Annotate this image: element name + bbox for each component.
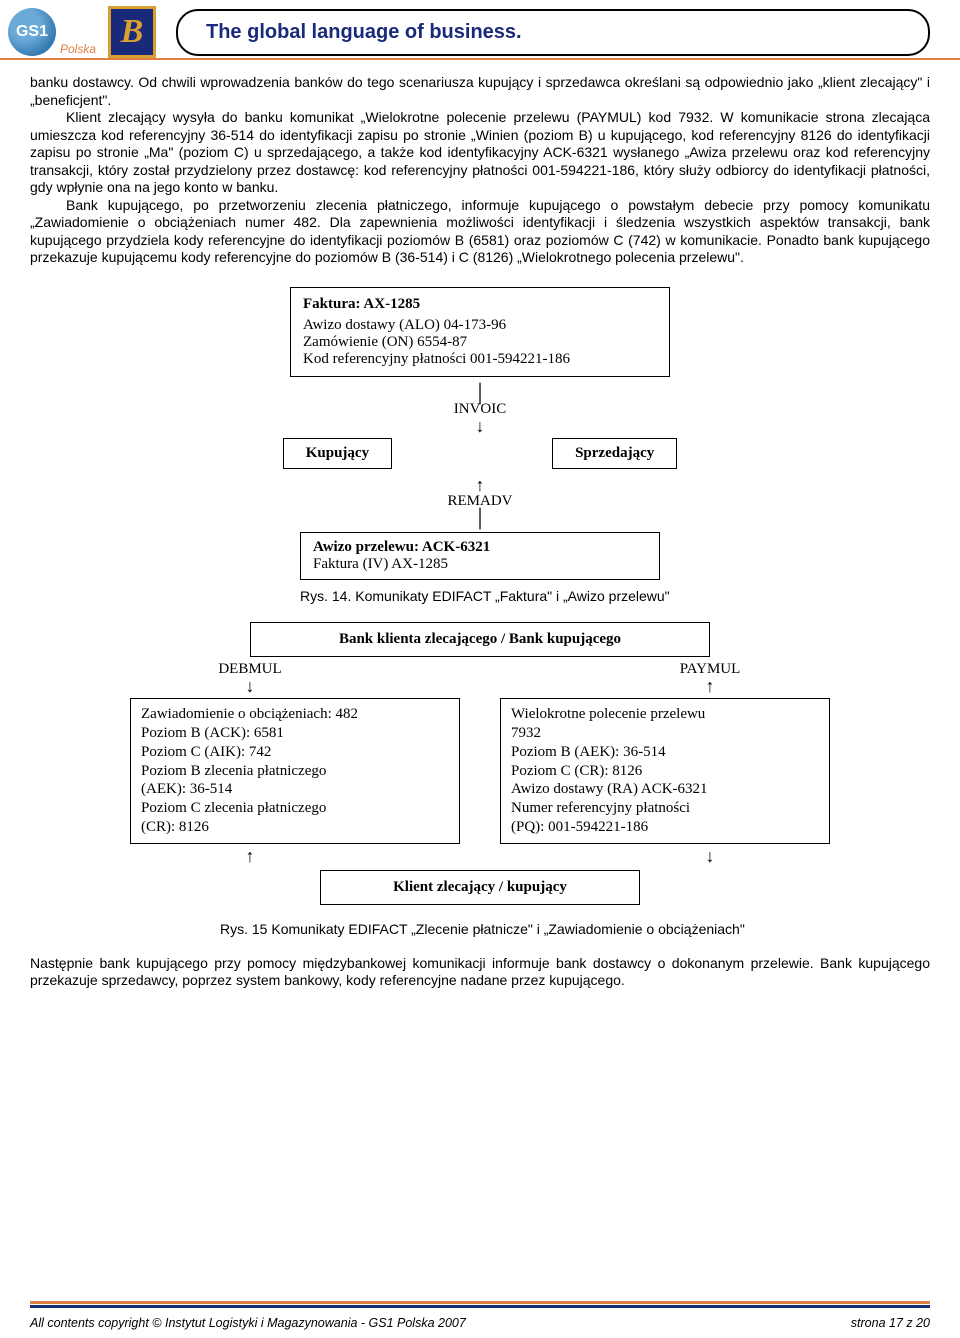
left-panel-l5: (AEK): 36-514 — [141, 780, 449, 799]
body-text: banku dostawcy. Od chwili wprowadzenia b… — [0, 60, 960, 267]
arrow-down-icon: ↓ — [660, 848, 760, 864]
gs1-logo: GS1 Polska — [8, 6, 96, 58]
page-header: GS1 Polska B The global language of busi… — [0, 0, 960, 60]
paragraph-1: banku dostawcy. Od chwili wprowadzenia b… — [30, 74, 930, 109]
panels-row: Zawiadomienie o obciążeniach: 482 Poziom… — [130, 698, 830, 843]
left-panel-l6: Poziom C zlecenia płatniczego — [141, 799, 449, 818]
right-panel: Wielokrotne polecenie przelewu 7932 Pozi… — [500, 698, 830, 843]
paragraph-3-text: Bank kupującego, po przetworzeniu zlecen… — [30, 197, 930, 266]
bottom-arrows: ↑ ↓ — [200, 848, 760, 864]
figure-15-caption: Rys. 15 Komunikaty EDIFACT „Zlecenie pła… — [220, 921, 830, 937]
arrow-up-icon: ↑ — [660, 678, 760, 694]
right-panel-l3: Poziom B (AEK): 36-514 — [511, 743, 819, 762]
awizo-line-1: Faktura (IV) AX-1285 — [313, 556, 647, 573]
paragraph-3: Bank kupującego, po przetworzeniu zlecen… — [30, 197, 930, 267]
left-panel: Zawiadomienie o obciążeniach: 482 Poziom… — [130, 698, 460, 843]
paragraph-2: Klient zlecający wysyła do banku komunik… — [30, 109, 930, 197]
footer-rule-orange — [30, 1301, 930, 1304]
footer-copyright: All contents copyright © Instytut Logist… — [30, 1316, 466, 1330]
arrow-down-icon: ↓ — [200, 678, 300, 694]
faktura-line-1: Awizo dostawy (ALO) 04-173-96 — [303, 317, 657, 334]
seller-box: Sprzedający — [552, 438, 677, 469]
faktura-line-2: Zamówienie (ON) 6554-87 — [303, 334, 657, 351]
faktura-box: Faktura: AX-1285 Awizo dostawy (ALO) 04-… — [290, 287, 670, 377]
arrow-up-icon: ↑ — [200, 848, 300, 864]
paragraph-2-text: Klient zlecający wysyła do banku komunik… — [30, 109, 930, 195]
right-panel-l2: 7932 — [511, 724, 819, 743]
remadv-arrow: ↑ REMADV │ — [160, 477, 800, 526]
paymul-block: PAYMUL ↑ — [660, 661, 760, 694]
b-logo-letter: B — [121, 13, 144, 51]
right-panel-l7: (PQ): 001-594221-186 — [511, 818, 819, 837]
page-footer: All contents copyright © Instytut Logist… — [30, 1316, 930, 1330]
footer-page-number: strona 17 z 20 — [851, 1316, 930, 1330]
left-panel-l4: Poziom B zlecenia płatniczego — [141, 762, 449, 781]
left-panel-l3: Poziom C (AIK): 742 — [141, 743, 449, 762]
figure-14: Faktura: AX-1285 Awizo dostawy (ALO) 04-… — [160, 287, 800, 605]
awizo-box: Awizo przelewu: ACK-6321 Faktura (IV) AX… — [300, 532, 660, 580]
debmul-paymul-row: DEBMUL ↓ PAYMUL ↑ — [200, 661, 760, 694]
gs1-logo-subtext: Polska — [60, 42, 96, 56]
awizo-title: Awizo przelewu: ACK-6321 — [313, 539, 647, 556]
left-panel-l7: (CR): 8126 — [141, 818, 449, 837]
right-panel-l1: Wielokrotne polecenie przelewu — [511, 705, 819, 724]
right-panel-l5: Awizo dostawy (RA) ACK-6321 — [511, 780, 819, 799]
footer-rule-blue — [30, 1305, 930, 1308]
left-panel-l1: Zawiadomienie o obciążeniach: 482 — [141, 705, 449, 724]
bank-box: Bank klienta zlecającego / Bank kupujące… — [250, 622, 710, 657]
right-panel-l4: Poziom C (CR): 8126 — [511, 762, 819, 781]
right-panel-l6: Numer referencyjny płatności — [511, 799, 819, 818]
client-box: Klient zlecający / kupujący — [320, 870, 640, 905]
post-paragraph: Następnie bank kupującego przy pomocy mi… — [30, 955, 930, 990]
figure-14-caption: Rys. 14. Komunikaty EDIFACT „Faktura" i … — [300, 588, 800, 604]
header-title: The global language of business. — [206, 21, 522, 43]
faktura-title: Faktura: AX-1285 — [303, 296, 657, 313]
buyer-box: Kupujący — [283, 438, 392, 469]
invoic-arrow: │ INVOIC ↓ — [160, 385, 800, 434]
buyer-seller-row: Kupujący Sprzedający — [160, 438, 800, 469]
header-title-box: The global language of business. — [176, 9, 930, 56]
figure-15: Bank klienta zlecającego / Bank kupujące… — [130, 622, 830, 937]
faktura-line-3: Kod referencyjny płatności 001-594221-18… — [303, 351, 657, 368]
debmul-block: DEBMUL ↓ — [200, 661, 300, 694]
gs1-logo-circle: GS1 — [8, 8, 56, 56]
b-logo: B — [108, 6, 156, 58]
left-panel-l2: Poziom B (ACK): 6581 — [141, 724, 449, 743]
